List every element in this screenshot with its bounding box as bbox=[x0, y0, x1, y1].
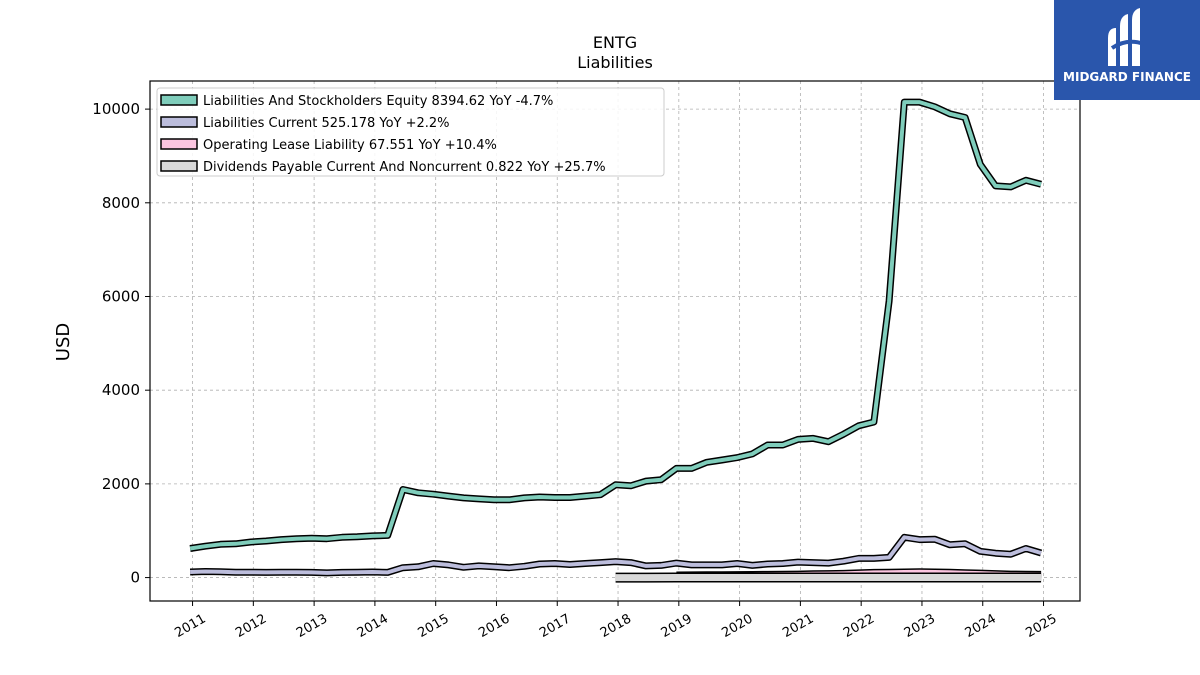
series-line bbox=[190, 535, 1042, 575]
legend-entry: Liabilities And Stockholders Equity 8394… bbox=[203, 94, 553, 109]
y-tick-label: 4000 bbox=[102, 381, 140, 399]
series-layer bbox=[189, 98, 1043, 583]
x-tick-label: 2016 bbox=[476, 611, 512, 641]
x-tick-label: 2020 bbox=[719, 611, 755, 641]
x-tick-label: 2017 bbox=[537, 611, 573, 641]
series-line bbox=[189, 100, 1042, 551]
y-tick-label: 10000 bbox=[92, 100, 140, 118]
y-tick-label: 0 bbox=[130, 569, 140, 587]
x-tick-label: 2025 bbox=[1023, 611, 1059, 641]
midgard-logo-icon bbox=[1108, 8, 1145, 66]
brand-name: MIDGARD FINANCE bbox=[1063, 70, 1191, 84]
x-tick-label: 2012 bbox=[233, 611, 269, 641]
x-tick-label: 2014 bbox=[355, 611, 391, 641]
legend: Liabilities And Stockholders Equity 8394… bbox=[156, 87, 665, 177]
x-tick-label: 2018 bbox=[598, 611, 634, 641]
legend-swatch bbox=[160, 160, 198, 172]
plot-frame bbox=[149, 80, 1081, 602]
x-tick-label: 2015 bbox=[416, 611, 452, 641]
y-axis-label: USD bbox=[53, 323, 74, 361]
series-line-outline bbox=[189, 533, 1043, 577]
x-tick-label: 2011 bbox=[172, 611, 208, 641]
legend-entry: Operating Lease Liability 67.551 YoY +10… bbox=[203, 138, 497, 153]
legend-entry: Dividends Payable Current And Noncurrent… bbox=[203, 160, 606, 175]
x-tick-label: 2013 bbox=[294, 611, 330, 641]
legend-swatch bbox=[160, 116, 198, 128]
brand-logo: MIDGARD FINANCE bbox=[1054, 0, 1200, 100]
y-tick-label: 6000 bbox=[102, 287, 140, 305]
legend-box bbox=[156, 87, 665, 177]
x-tick-label: 2021 bbox=[780, 611, 816, 641]
x-tick-label: 2023 bbox=[902, 611, 938, 641]
axis-ticks: 0 2000 4000 6000 8000 10000 2011 2012 2013 2014 20… bbox=[92, 100, 1059, 641]
legend-entry: Liabilities Current 525.178 YoY +2.2% bbox=[203, 116, 450, 131]
y-tick-label: 2000 bbox=[102, 475, 140, 493]
x-tick-label: 2024 bbox=[963, 611, 999, 641]
y-tick-label: 8000 bbox=[102, 194, 140, 212]
chart-subtitle: Liabilities bbox=[577, 53, 653, 72]
legend-swatch bbox=[160, 94, 198, 106]
x-tick-label: 2022 bbox=[841, 611, 877, 641]
x-tick-label: 2019 bbox=[659, 611, 695, 641]
chart-title: ENTG bbox=[593, 33, 637, 52]
legend-swatch bbox=[160, 138, 198, 150]
